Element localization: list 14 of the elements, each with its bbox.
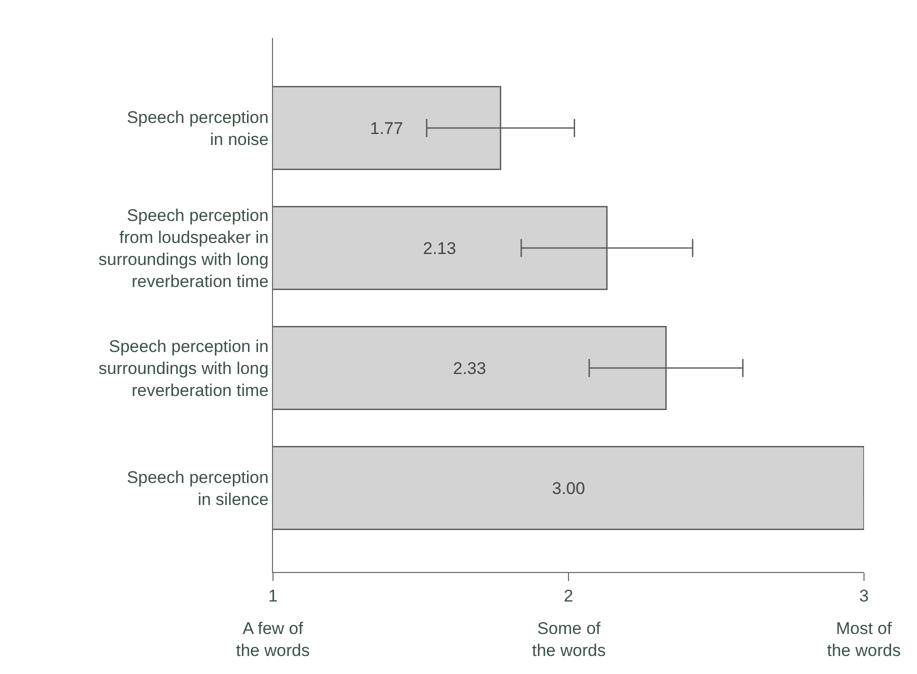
x-tick-label: 2 [564,586,574,606]
data-label: 2.13 [423,239,456,258]
data-label: 1.77 [370,119,404,138]
x-tick-label: 1 [268,586,278,606]
y-tick-label: Speech perception in surroundings with long reverberation time [98,336,269,400]
data-label: 2.33 [453,359,486,378]
text: Some of the words [532,619,606,660]
data-label: 3.00 [552,479,586,498]
y-tick-label: Speech perception in silence [126,468,269,509]
x-tick-label: 3 [859,586,869,606]
y-tick-label: Speech perception from loudspeaker in surroundings with long reverberation time [98,206,269,292]
text: A few of the words [236,619,310,660]
text: Most of the words [827,619,901,660]
y-tick-label: Speech perception in noise [126,108,269,149]
